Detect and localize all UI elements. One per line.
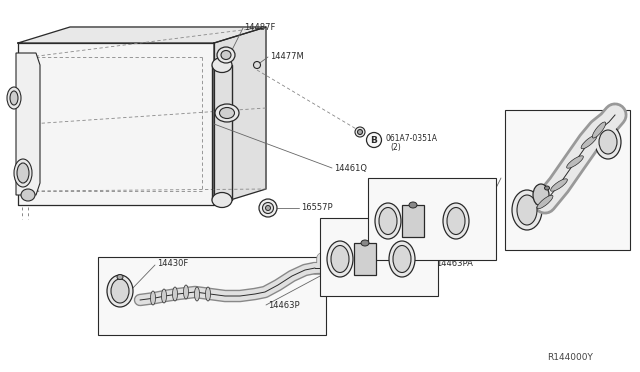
Ellipse shape xyxy=(393,246,411,273)
Ellipse shape xyxy=(545,186,550,190)
Ellipse shape xyxy=(599,130,617,154)
Ellipse shape xyxy=(184,285,189,299)
Ellipse shape xyxy=(595,125,621,159)
Ellipse shape xyxy=(379,208,397,234)
FancyBboxPatch shape xyxy=(368,178,496,260)
Ellipse shape xyxy=(150,291,156,305)
FancyBboxPatch shape xyxy=(320,218,438,296)
Text: 14430F: 14430F xyxy=(324,224,353,232)
Polygon shape xyxy=(18,27,266,43)
Ellipse shape xyxy=(212,192,232,208)
Text: 061A7-0351A: 061A7-0351A xyxy=(385,134,437,142)
Text: 14477M: 14477M xyxy=(270,51,304,61)
Ellipse shape xyxy=(173,287,177,301)
Ellipse shape xyxy=(517,195,537,225)
Circle shape xyxy=(266,205,271,211)
Text: 14430F: 14430F xyxy=(509,237,538,247)
Ellipse shape xyxy=(447,208,465,234)
Text: 14487F: 14487F xyxy=(244,22,275,32)
Ellipse shape xyxy=(117,275,123,279)
Ellipse shape xyxy=(21,189,35,201)
Text: 14430F: 14430F xyxy=(372,283,401,292)
Polygon shape xyxy=(214,27,266,205)
Ellipse shape xyxy=(566,156,584,168)
Circle shape xyxy=(358,129,362,135)
Ellipse shape xyxy=(375,203,401,239)
Ellipse shape xyxy=(550,179,568,191)
Ellipse shape xyxy=(443,203,469,239)
Polygon shape xyxy=(18,43,214,205)
FancyBboxPatch shape xyxy=(402,205,424,237)
Ellipse shape xyxy=(409,202,417,208)
Circle shape xyxy=(367,132,381,148)
Ellipse shape xyxy=(389,241,415,277)
Ellipse shape xyxy=(331,246,349,273)
Text: R144000Y: R144000Y xyxy=(547,353,593,362)
Ellipse shape xyxy=(512,190,542,230)
Text: 14468: 14468 xyxy=(514,113,540,122)
Ellipse shape xyxy=(7,87,21,109)
Ellipse shape xyxy=(17,163,29,183)
Text: 14468+A: 14468+A xyxy=(508,222,547,231)
Ellipse shape xyxy=(215,104,239,122)
Ellipse shape xyxy=(212,58,232,73)
Ellipse shape xyxy=(593,122,605,138)
Text: 14430F: 14430F xyxy=(426,247,454,257)
Ellipse shape xyxy=(205,287,211,301)
Ellipse shape xyxy=(111,279,129,303)
Text: 14438F: 14438F xyxy=(372,183,401,192)
Text: 14430F: 14430F xyxy=(157,260,188,269)
Ellipse shape xyxy=(217,47,235,63)
Text: 14463PA: 14463PA xyxy=(436,259,473,267)
Ellipse shape xyxy=(537,195,553,209)
Circle shape xyxy=(259,199,277,217)
Circle shape xyxy=(253,61,260,68)
Ellipse shape xyxy=(361,240,369,246)
Circle shape xyxy=(355,127,365,137)
Ellipse shape xyxy=(327,241,353,277)
Ellipse shape xyxy=(14,159,32,187)
Ellipse shape xyxy=(195,287,200,301)
FancyBboxPatch shape xyxy=(505,110,630,250)
Polygon shape xyxy=(16,53,40,195)
Text: 14463P: 14463P xyxy=(268,301,300,310)
Text: 14461Q: 14461Q xyxy=(334,164,367,173)
Ellipse shape xyxy=(161,289,166,303)
Text: B: B xyxy=(371,135,378,144)
Ellipse shape xyxy=(221,51,231,60)
Text: 16557P: 16557P xyxy=(301,202,333,212)
Ellipse shape xyxy=(220,108,234,119)
Ellipse shape xyxy=(533,184,549,206)
Ellipse shape xyxy=(107,275,133,307)
Circle shape xyxy=(262,202,273,214)
FancyBboxPatch shape xyxy=(354,243,376,275)
Text: (2): (2) xyxy=(390,142,401,151)
Ellipse shape xyxy=(581,135,597,149)
Ellipse shape xyxy=(10,91,18,105)
FancyBboxPatch shape xyxy=(98,257,326,335)
